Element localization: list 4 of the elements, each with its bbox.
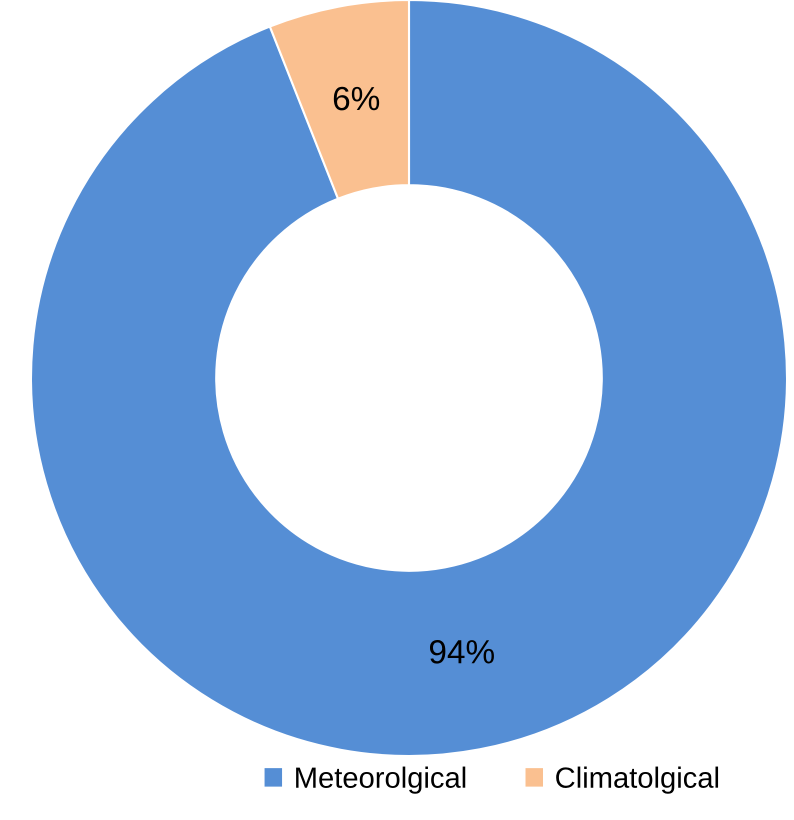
legend-label: Meteorolgical [296, 766, 466, 794]
legend-label: Climatolgical [556, 766, 718, 794]
data-label: 6% [334, 86, 380, 110]
data-label: 94% [430, 640, 494, 664]
